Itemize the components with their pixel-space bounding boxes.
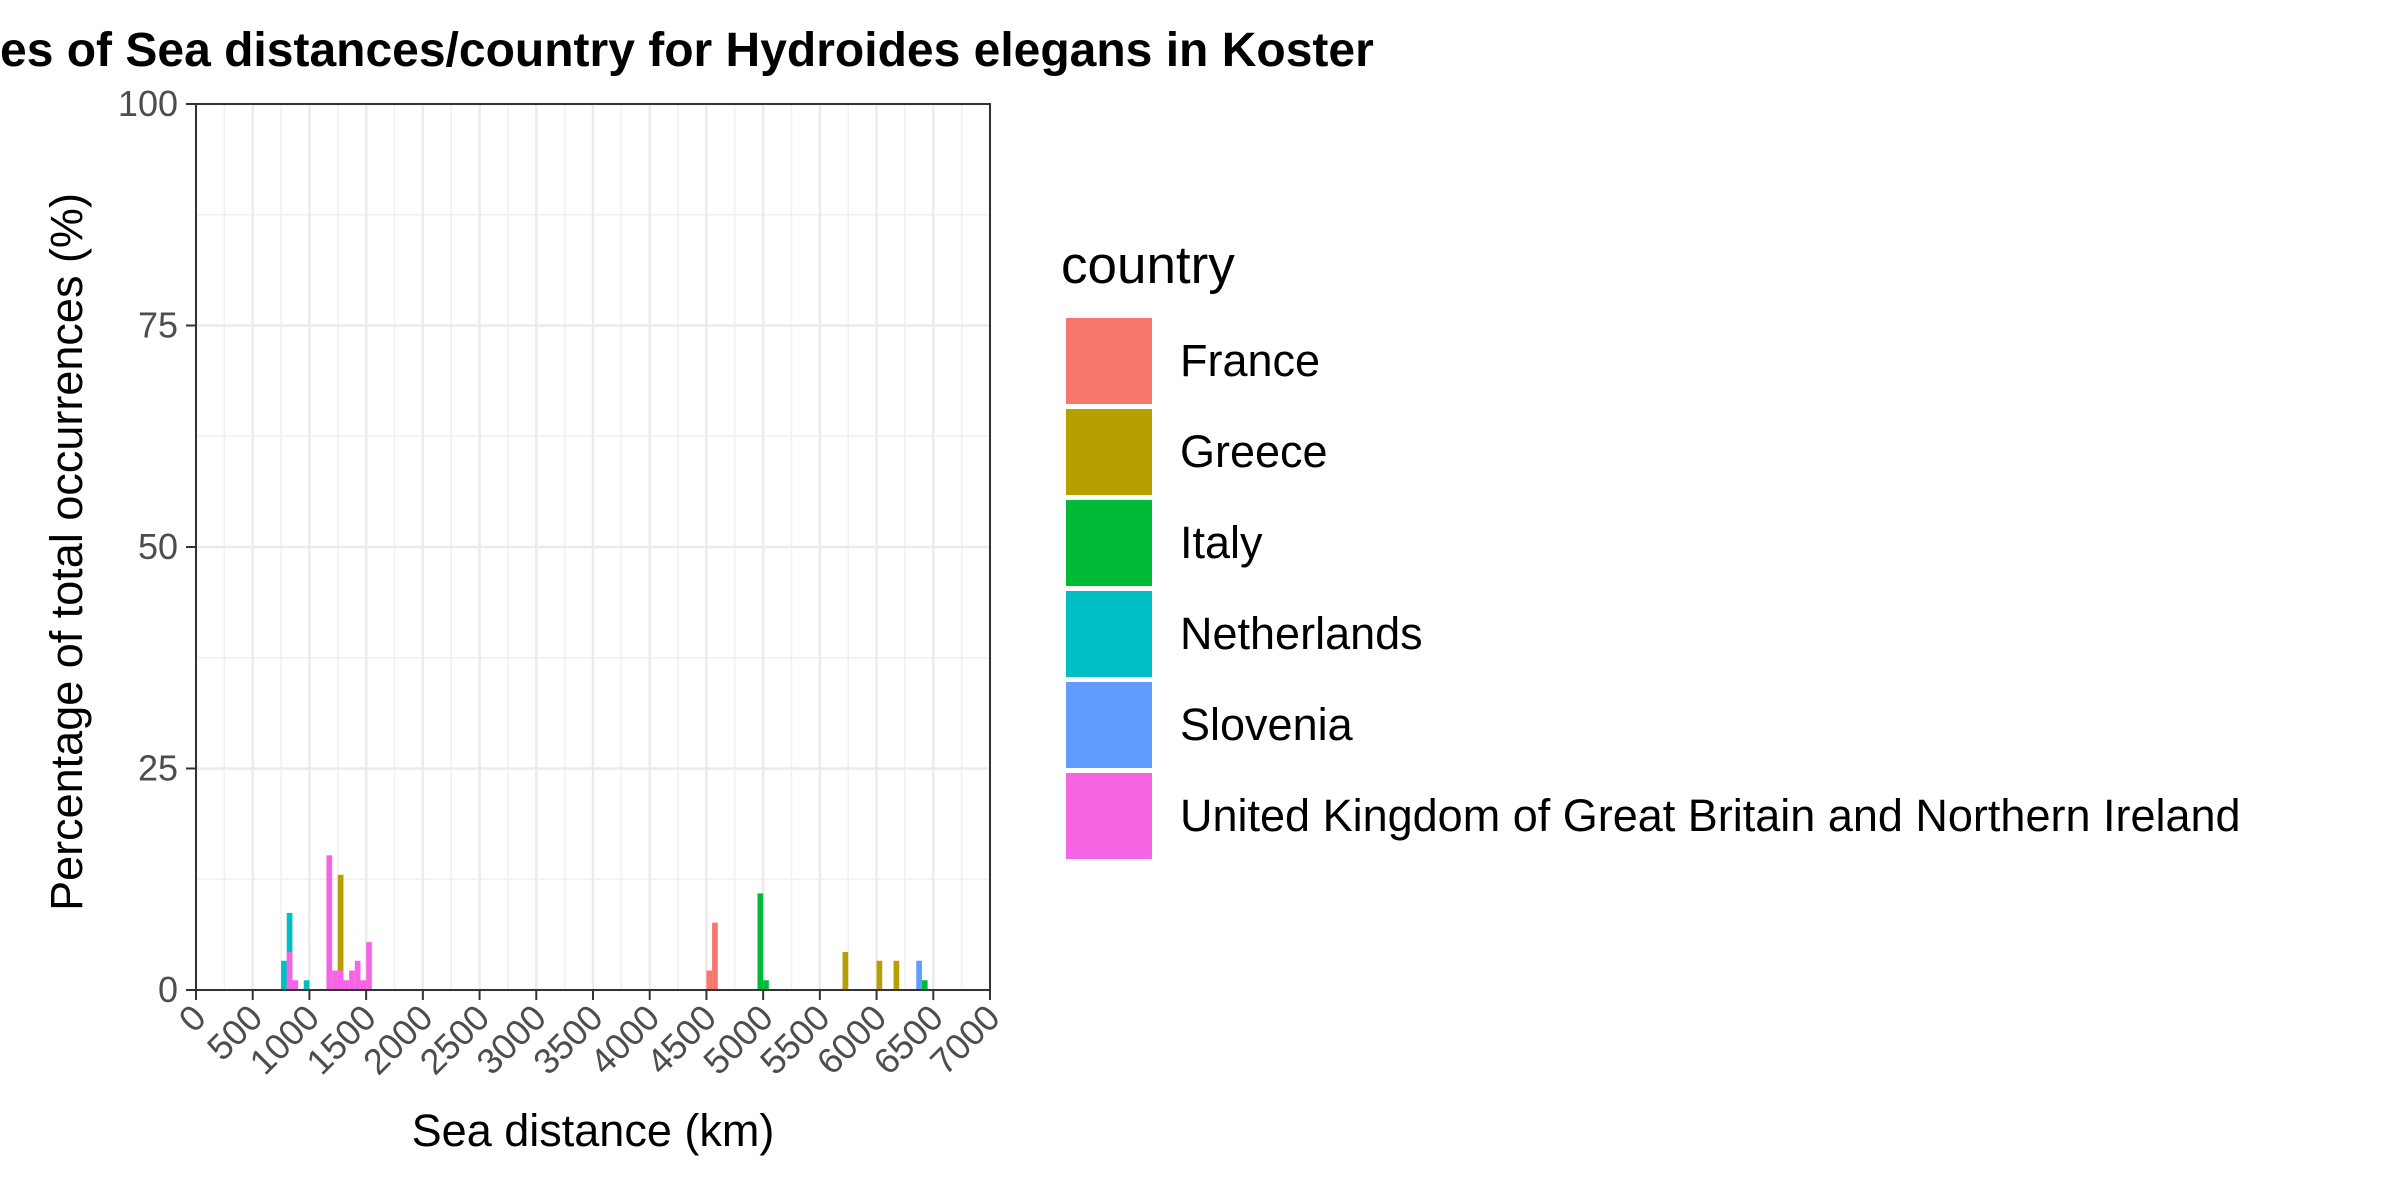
bar [360,980,367,990]
x-axis: 0500100015002000250030003500400045005000… [171,990,1008,1082]
chart-title: es of Sea distances/country for Hydroide… [0,24,1374,77]
y-tick-label: 75 [138,305,178,346]
y-tick-label: 50 [138,526,178,567]
bar [757,893,764,990]
bar [893,960,900,990]
x-tick-label: 7000 [922,997,1008,1083]
legend-label: United Kingdom of Great Britain and Nort… [1180,790,2241,841]
legend-label: Greece [1180,426,1328,477]
bar [292,980,299,990]
bar [712,922,718,990]
legend-label: Italy [1180,517,1263,568]
legend-title: country [1061,236,1235,295]
bar [763,980,769,990]
bar [876,960,883,990]
bar [354,960,361,990]
bars-layer [281,855,928,990]
bar [326,855,333,990]
legend-label: France [1180,335,1320,386]
y-axis-title: Percentage of total occurrences (%) [41,193,92,911]
y-tick-label: 0 [158,969,178,1010]
bar [286,912,293,990]
bar [281,960,287,990]
bar [842,951,849,990]
bar [303,980,310,990]
y-tick-label: 25 [138,748,178,789]
legend-key [1066,318,1152,404]
legend-key [1066,500,1152,586]
legend-key [1066,682,1152,768]
bar [921,980,928,990]
legend-key [1066,409,1152,495]
bar [916,960,922,990]
x-axis-title: Sea distance (km) [412,1105,775,1156]
bar [366,942,372,990]
legend-key [1066,773,1152,859]
legend-key [1066,591,1152,677]
legend: country France Greece Italy Netherlands Slov… [1061,236,2241,859]
bar [286,951,293,990]
legend-label: Slovenia [1180,699,1354,750]
bar [349,970,355,990]
y-tick-label: 100 [118,83,178,124]
y-axis: 0 25 50 75 100 [118,83,196,1010]
legend-items: France Greece Italy Netherlands Slovenia Unit… [1066,318,2241,859]
bar [706,970,713,990]
bar [337,970,344,990]
legend-label: Netherlands [1180,608,1423,659]
bar [337,874,344,990]
bar [343,980,350,990]
bar [332,970,338,990]
